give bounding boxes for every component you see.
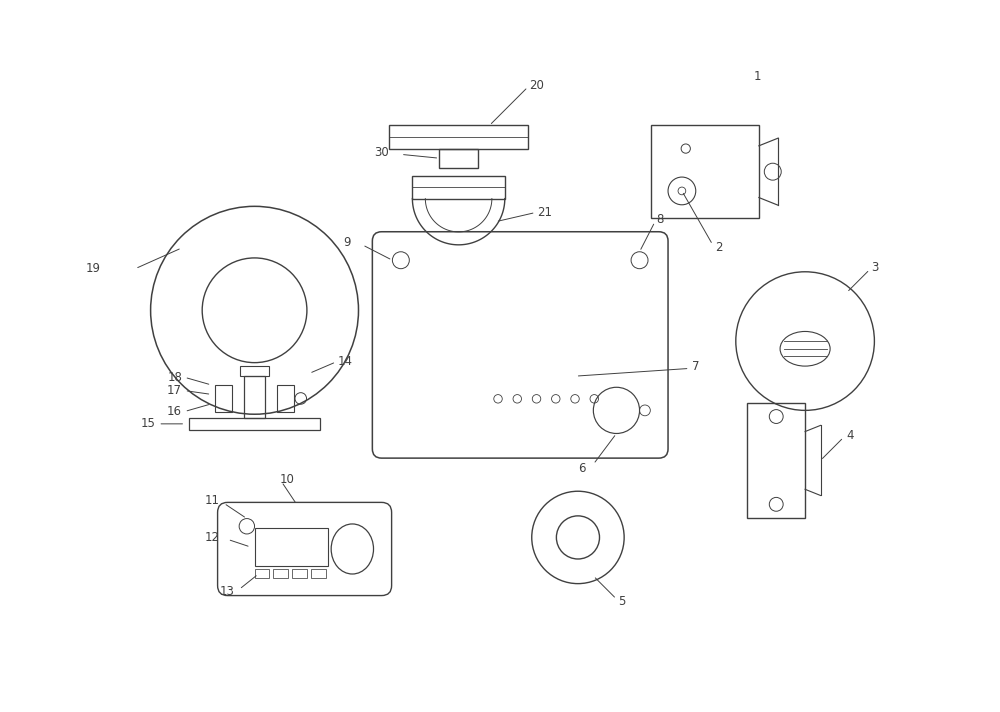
Text: 15: 15 xyxy=(141,417,156,430)
Bar xyxy=(273,570,288,578)
Text: 9: 9 xyxy=(343,236,351,249)
Bar xyxy=(292,570,307,578)
Text: 12: 12 xyxy=(205,530,220,543)
Text: 5: 5 xyxy=(618,595,625,608)
Text: 11: 11 xyxy=(205,494,220,508)
Text: 21: 21 xyxy=(537,206,552,219)
Bar xyxy=(412,176,505,199)
Text: 3: 3 xyxy=(871,261,879,273)
Bar xyxy=(439,149,478,168)
Text: 10: 10 xyxy=(280,473,295,486)
Bar xyxy=(389,125,528,149)
Bar xyxy=(189,418,320,429)
Text: 7: 7 xyxy=(692,360,699,372)
Text: 13: 13 xyxy=(220,585,235,598)
Bar xyxy=(747,403,805,518)
Text: 18: 18 xyxy=(167,371,182,384)
Bar xyxy=(277,385,294,412)
Text: 1: 1 xyxy=(754,70,761,83)
Text: 14: 14 xyxy=(338,355,353,368)
Text: 2: 2 xyxy=(715,241,723,253)
Bar xyxy=(244,376,265,418)
Bar xyxy=(240,367,269,376)
Bar xyxy=(255,570,269,578)
Bar xyxy=(311,570,326,578)
Text: 19: 19 xyxy=(86,262,101,276)
Text: 8: 8 xyxy=(656,213,664,226)
Text: 16: 16 xyxy=(167,405,182,418)
Bar xyxy=(215,385,232,412)
Text: 20: 20 xyxy=(529,79,544,92)
Bar xyxy=(255,528,328,566)
Text: 4: 4 xyxy=(846,429,853,441)
Bar xyxy=(651,125,759,218)
Text: 17: 17 xyxy=(167,384,182,397)
Text: 6: 6 xyxy=(578,461,585,475)
Text: 30: 30 xyxy=(374,146,389,159)
